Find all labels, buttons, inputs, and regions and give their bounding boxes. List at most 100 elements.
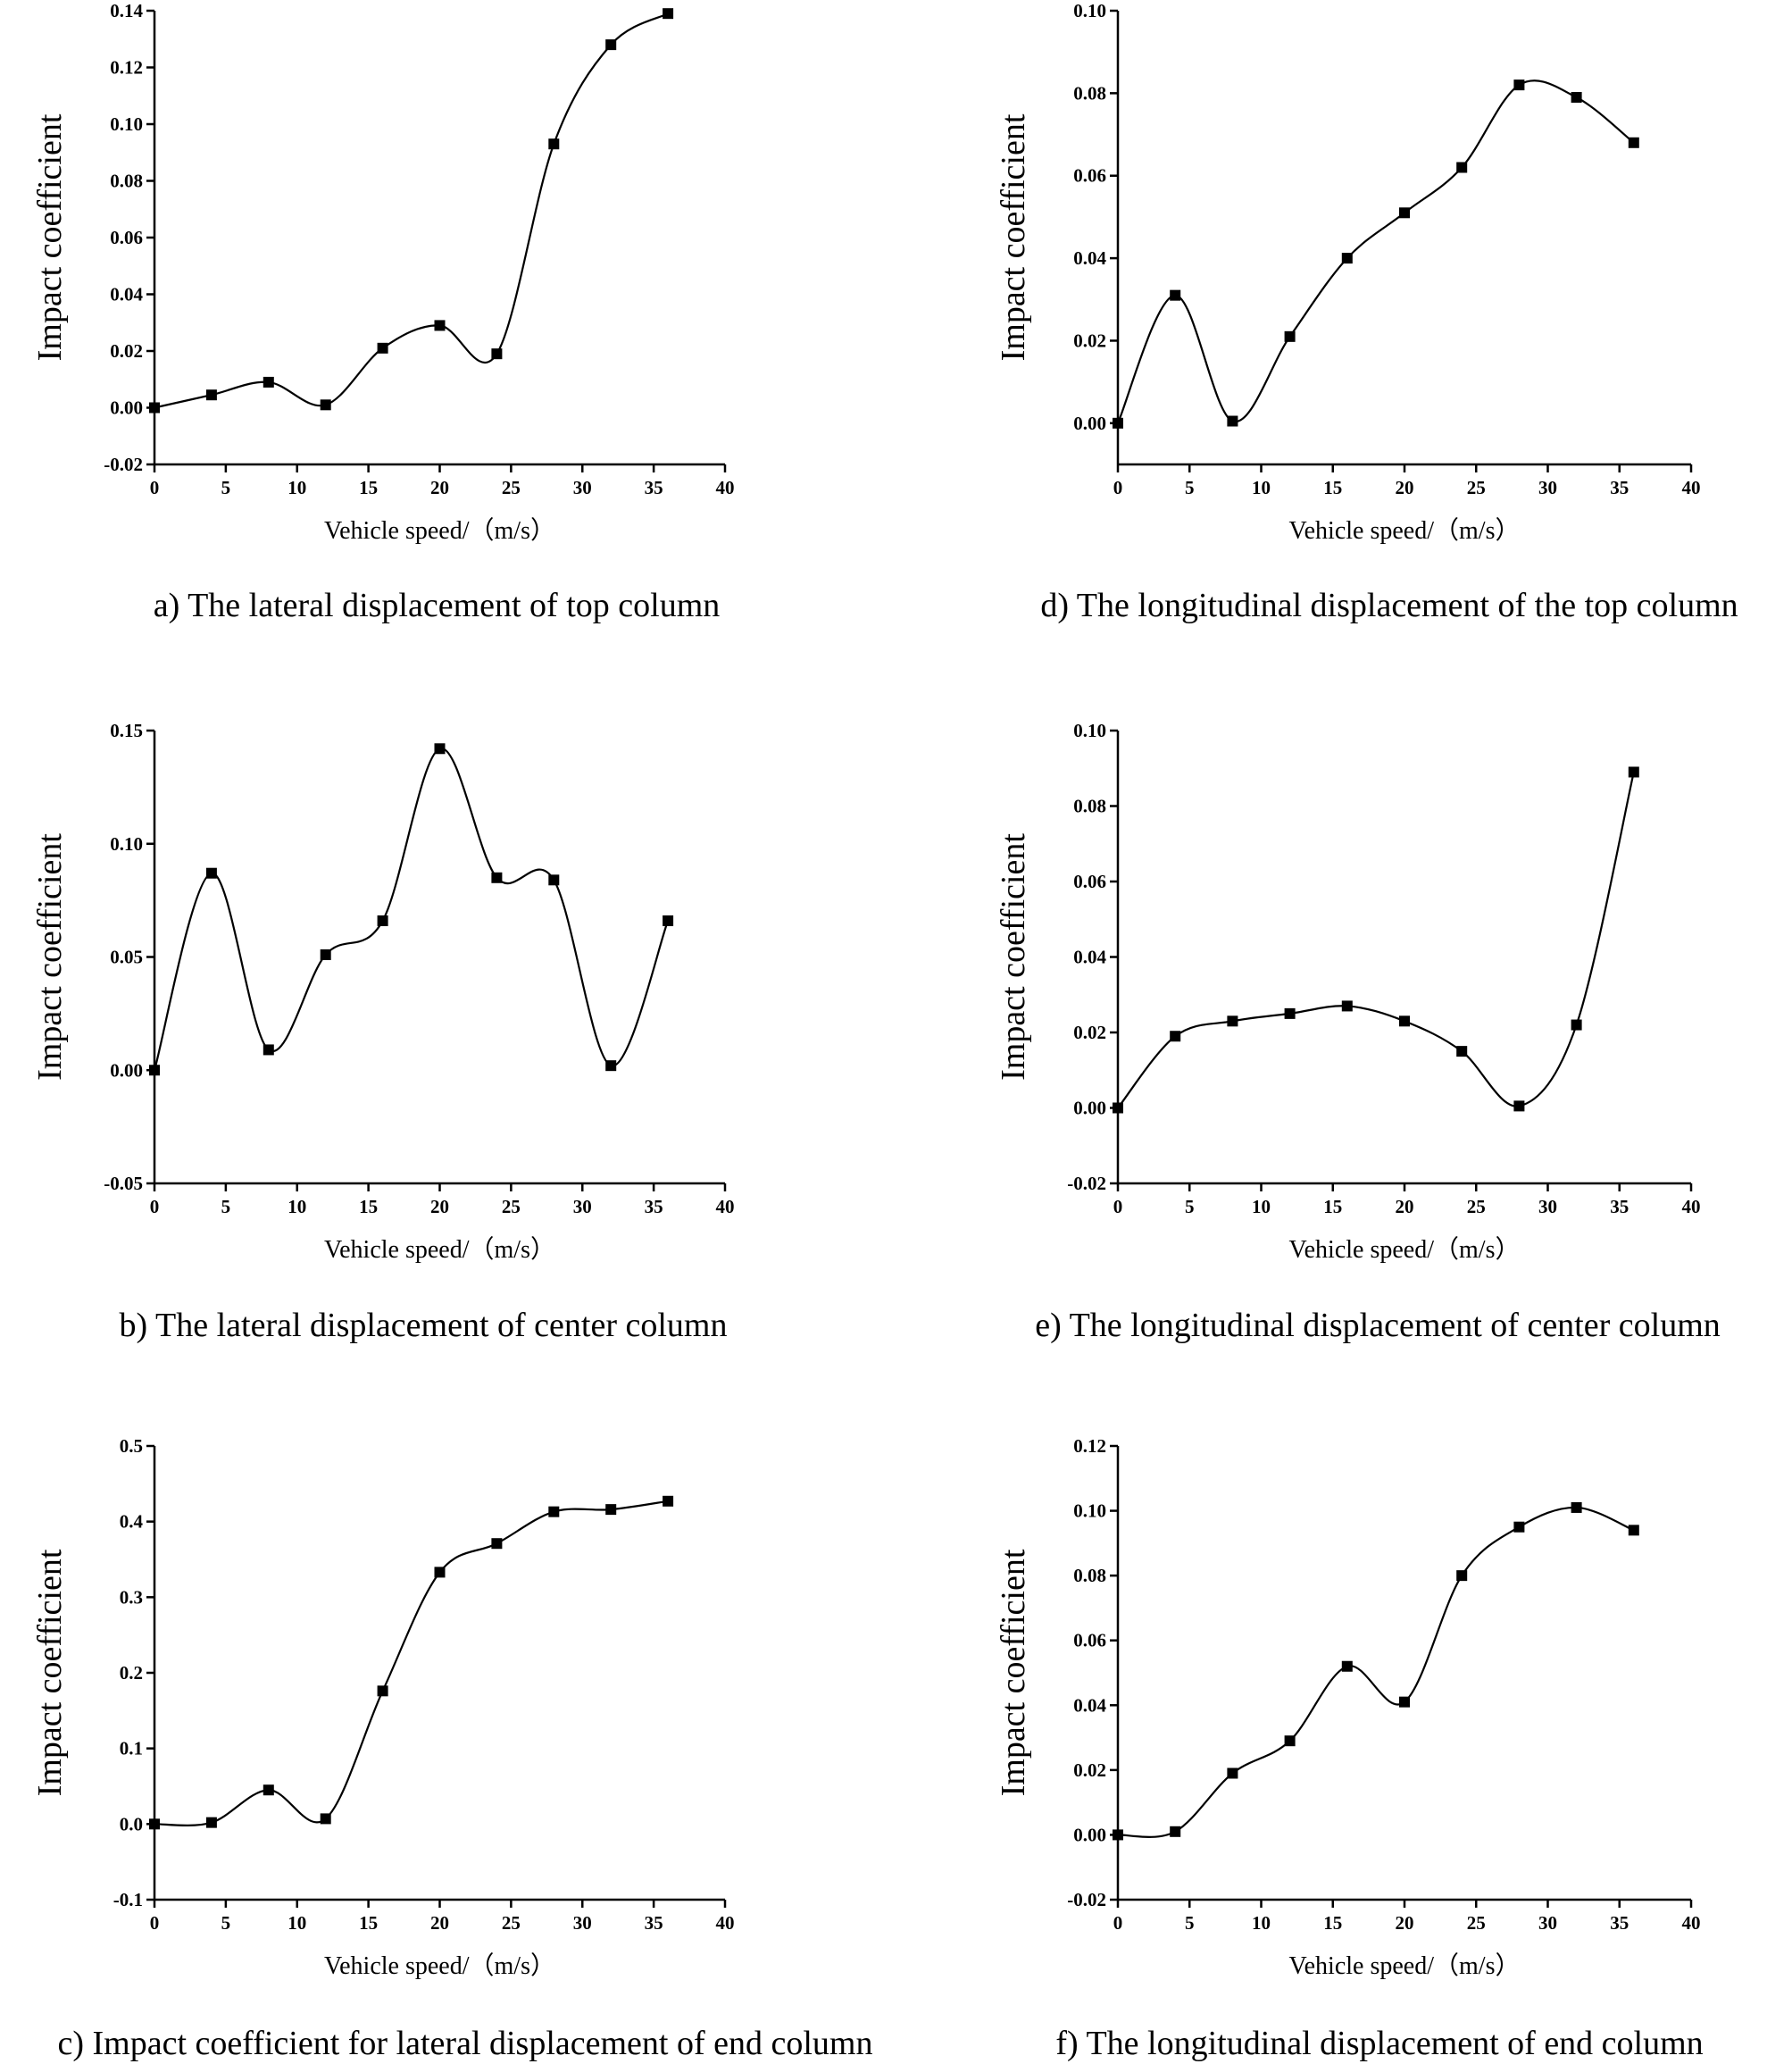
x-tick-label: 35 [1610,1196,1629,1217]
y-tick-label: 0.06 [1073,165,1106,187]
y-tick-label: 0.1 [120,1738,143,1759]
y-tick-label: -0.02 [104,454,143,475]
y-tick-label: 0.02 [1073,330,1106,351]
data-point-marker [1284,330,1296,342]
chart-panel-b: 0 5 10 15 20 25 30 35 40 -0.05 0.00 0.05 0.10 0.15 Veh… [31,720,735,1344]
x-tick-label: 30 [1538,1196,1557,1217]
data-point-marker [263,1044,274,1056]
y-tick-label: 0.00 [110,397,143,419]
y-tick-label: 0.04 [1073,1694,1106,1716]
x-tick-label: 30 [573,477,592,498]
y-tick-label: -0.02 [1067,1173,1106,1194]
x-tick-label: 15 [359,1196,378,1217]
chart-caption: d) The longitudinal displacement of the … [1040,587,1738,624]
x-tick-label: 15 [1323,1912,1342,1934]
data-point-marker [1571,1019,1582,1031]
data-point-marker [1399,1015,1410,1027]
y-tick-label: 0.06 [110,227,143,248]
data-point-marker [1227,1767,1238,1779]
x-tick-label: 15 [359,477,378,498]
y-tick-label: 0.14 [110,0,143,21]
data-point-marker [149,1065,160,1076]
x-axis-title: Vehicle speed/（m/s） [1289,1951,1521,1980]
y-tick-label: 0.00 [1073,1824,1106,1845]
x-tick-label: 30 [1538,1912,1557,1934]
y-tick-label: 0.00 [1073,413,1106,434]
data-point-marker [377,342,388,354]
data-point-marker [1113,1829,1123,1841]
data-point-marker [263,376,274,388]
data-point-marker [1513,1521,1525,1533]
y-axis-title: Impact coefficient [31,113,69,361]
data-point-marker [1227,415,1238,427]
x-tick-label: 30 [573,1912,592,1934]
data-point-marker [320,399,331,411]
x-axis-title: Vehicle speed/（m/s） [324,1235,555,1264]
data-point-marker [491,1538,503,1550]
y-tick-label: 0.3 [120,1586,143,1608]
data-point-marker [1170,1031,1181,1042]
x-tick-label: 5 [221,477,231,498]
data-point-marker [1227,1015,1238,1027]
y-tick-label: 0.06 [1073,871,1106,892]
data-point-marker [663,1495,674,1507]
y-tick-label: 0.02 [1073,1022,1106,1043]
x-axis-title: Vehicle speed/（m/s） [1289,516,1521,545]
data-point-marker [605,39,617,51]
data-point-marker [1628,766,1639,778]
x-tick-label: 10 [288,1196,306,1217]
y-tick-label: 0.5 [120,1435,143,1457]
chart-caption: f) The longitudinal displacement of end … [1055,2025,1703,2062]
data-point-marker [1628,1525,1639,1536]
data-point-marker [548,874,560,886]
x-tick-label: 15 [359,1912,378,1934]
data-point-marker [434,320,446,331]
y-tick-label: 0.2 [120,1662,143,1684]
chart-caption: e) The longitudinal displacement of cent… [1035,1307,1721,1344]
x-tick-label: 0 [1113,1196,1123,1217]
y-axis-title: Impact coefficient [31,1549,69,1796]
y-tick-label: 0.08 [1073,796,1106,817]
x-tick-label: 25 [502,1912,521,1934]
data-point-marker [149,402,160,414]
x-tick-label: 30 [573,1196,592,1217]
data-point-marker [491,348,503,360]
data-point-marker [320,1813,331,1825]
x-tick-label: 40 [716,1912,735,1934]
data-point-marker [1170,289,1181,301]
x-tick-label: 35 [645,1196,663,1217]
y-tick-label: 0.15 [110,720,143,741]
x-tick-label: 35 [1610,477,1629,498]
x-tick-label: 20 [430,1196,449,1217]
chart-caption: c) Impact coefficient for lateral displa… [57,2025,872,2062]
x-tick-label: 5 [1185,1912,1195,1934]
data-point-marker [1341,1000,1353,1012]
x-tick-label: 35 [1610,1912,1629,1934]
chart-panel-c: 0 5 10 15 20 25 30 35 40 -0.1 0.0 0.1 0.2 0.3 0.4 0.5 Ve… [31,1435,873,2062]
y-tick-label: 0.10 [1073,720,1106,741]
data-point-marker [377,915,388,926]
data-point-marker [149,1818,160,1830]
x-tick-label: 40 [1682,1912,1701,1934]
data-point-marker [1341,253,1353,264]
series-line [154,13,669,409]
y-tick-label: 0.10 [110,833,143,855]
x-tick-label: 0 [150,477,160,498]
x-tick-label: 0 [1113,477,1123,498]
y-tick-label: 0.0 [120,1813,143,1834]
x-tick-label: 10 [1252,477,1271,498]
y-tick-label: 0.04 [110,284,143,305]
y-tick-label: 0.4 [120,1511,144,1533]
x-tick-label: 25 [1467,1196,1486,1217]
x-tick-label: 5 [221,1912,231,1934]
y-axis-title: Impact coefficient [31,833,69,1081]
x-tick-label: 35 [645,1912,663,1934]
x-tick-label: 5 [1185,1196,1195,1217]
series-line [153,748,670,1071]
x-tick-label: 0 [150,1912,160,1934]
y-axis-title: Impact coefficient [995,1549,1032,1796]
x-tick-label: 25 [1467,477,1486,498]
x-tick-label: 40 [1682,1196,1701,1217]
x-tick-label: 40 [716,1196,735,1217]
